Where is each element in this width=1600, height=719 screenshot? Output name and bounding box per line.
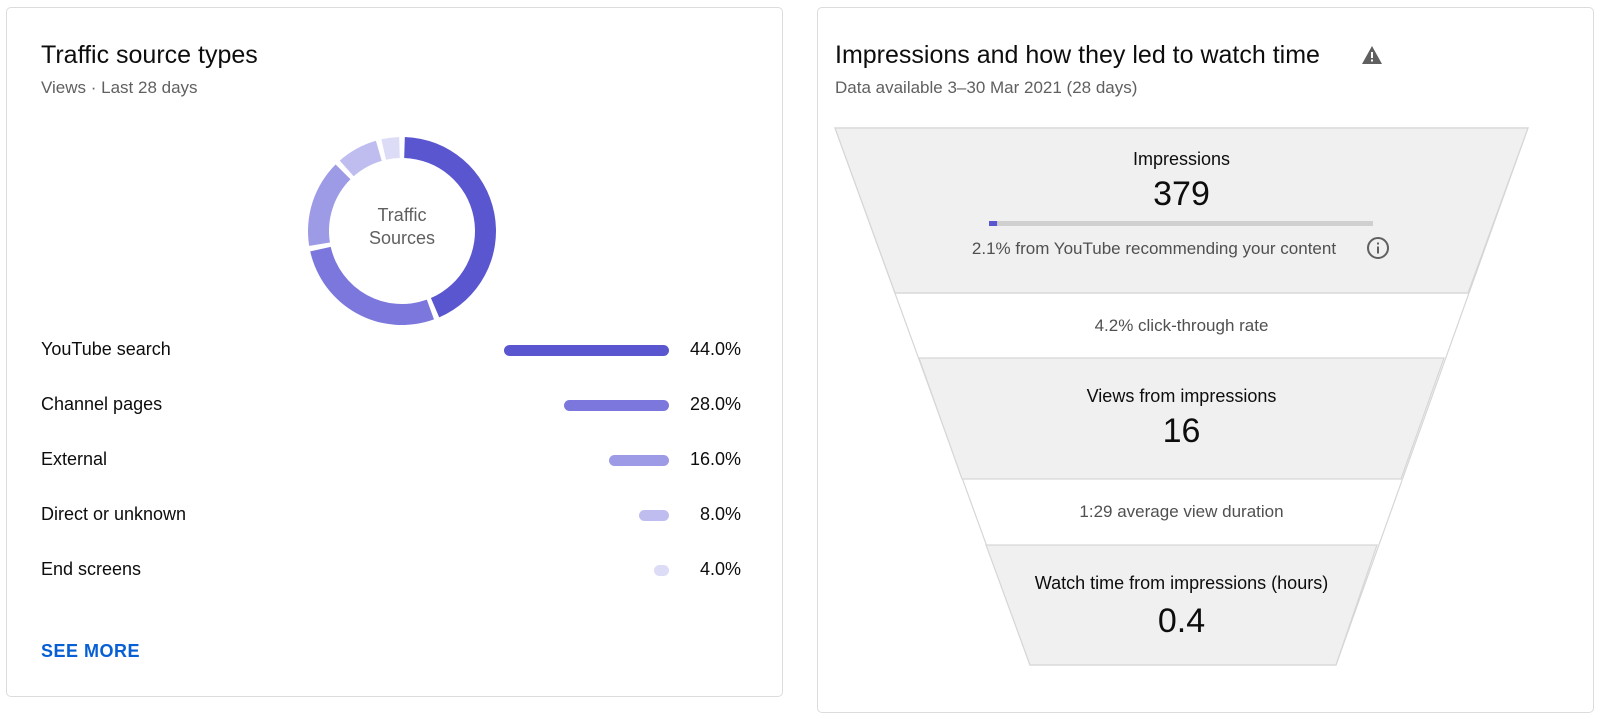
- watch-time-value: 0.4: [1157, 602, 1206, 640]
- donut-segment: [310, 246, 434, 325]
- views-value: 16: [1162, 412, 1201, 450]
- views-label: Views from impressions: [1086, 386, 1277, 406]
- watch-time-label: Watch time from impressions (hours): [1034, 573, 1329, 593]
- impressions-value: 379: [1153, 175, 1210, 213]
- traffic-source-card: Traffic source types Views · Last 28 day…: [6, 7, 783, 697]
- traffic-source-row: Direct or unknown 8.0%: [41, 500, 741, 530]
- ctr-text: 4.2% click-through rate: [1094, 316, 1269, 335]
- traffic-source-percent: 28.0%: [689, 394, 741, 414]
- impressions-funnel-card: Impressions and how they led to watch ti…: [817, 7, 1594, 713]
- donut-label-line1: Traffic: [377, 205, 427, 225]
- traffic-source-name: End screens: [41, 559, 142, 579]
- donut-segment: [339, 140, 382, 177]
- donut-svg: [308, 137, 496, 325]
- traffic-source-bar: [504, 345, 669, 356]
- donut-center-label: Traffic Sources: [297, 204, 507, 250]
- donut-segment: [308, 164, 351, 246]
- impressions-card-subtitle: Data available 3–30 Mar 2021 (28 days): [835, 78, 1138, 97]
- info-icon[interactable]: [1366, 236, 1390, 260]
- avg-duration-text: 1:29 average view duration: [1079, 502, 1284, 521]
- warning-icon[interactable]: [1361, 45, 1383, 65]
- traffic-source-name: External: [41, 449, 108, 469]
- funnel-shape: [834, 127, 1529, 666]
- traffic-source-percent: 4.0%: [699, 559, 741, 579]
- traffic-source-bar: [654, 565, 669, 576]
- traffic-source-percent: 16.0%: [689, 449, 741, 469]
- see-more-link[interactable]: SEE MORE: [41, 641, 141, 661]
- traffic-source-row: End screens 4.0%: [41, 555, 741, 585]
- traffic-source-percent: 8.0%: [699, 504, 741, 524]
- traffic-donut-chart: Traffic Sources: [297, 126, 507, 336]
- traffic-source-name: Channel pages: [41, 394, 163, 414]
- traffic-source-row: YouTube search 44.0%: [41, 335, 741, 365]
- donut-segment: [404, 137, 496, 318]
- impressions-card-title: Impressions and how they led to watch ti…: [835, 41, 1320, 69]
- traffic-card-title: Traffic source types: [41, 41, 258, 69]
- traffic-source-row: External 16.0%: [41, 445, 741, 475]
- recommend-progress-fill: [989, 221, 998, 226]
- donut-label-line2: Sources: [368, 228, 436, 248]
- impressions-label: Impressions: [1132, 149, 1231, 169]
- traffic-source-percent: 44.0%: [689, 339, 741, 359]
- traffic-source-row: Channel pages 28.0%: [41, 390, 741, 420]
- traffic-source-bar: [564, 400, 669, 411]
- traffic-source-bar: [639, 510, 669, 521]
- funnel-watch-band: [985, 544, 1378, 666]
- traffic-source-name: YouTube search: [41, 339, 171, 359]
- funnel-views-band: [918, 357, 1445, 480]
- recommend-text: 2.1% from YouTube recommending your cont…: [971, 239, 1337, 258]
- traffic-source-bar: [609, 455, 669, 466]
- traffic-card-subtitle: Views · Last 28 days: [41, 78, 198, 97]
- recommend-progress-track: [989, 221, 1373, 226]
- traffic-source-name: Direct or unknown: [41, 504, 187, 524]
- donut-segment: [381, 137, 400, 160]
